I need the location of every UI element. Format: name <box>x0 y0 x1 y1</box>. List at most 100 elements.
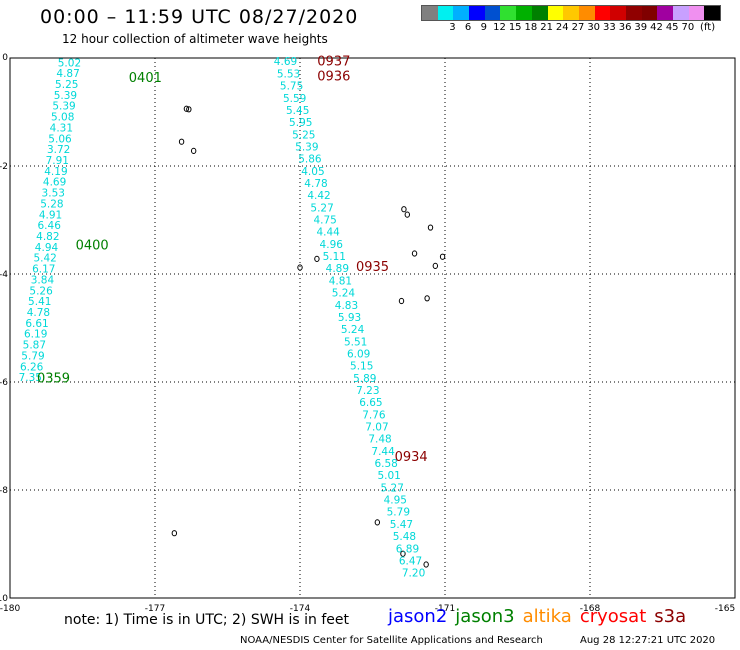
swh-value: 5.48 <box>393 531 416 543</box>
legend-swatch <box>673 6 689 20</box>
swh-value: 5.28 <box>40 198 63 210</box>
swh-value: 5.08 <box>51 112 74 124</box>
swh-value: 4.42 <box>307 190 330 202</box>
swh-value: 4.69 <box>274 56 297 68</box>
swh-value: 7.44 <box>371 446 395 458</box>
swh-value: 5.24 <box>341 324 365 336</box>
island-outline <box>404 211 410 218</box>
swh-value: 7.35 <box>19 372 42 384</box>
swh-value: 7.07 <box>365 422 388 434</box>
swh-value: 5.79 <box>21 350 44 362</box>
pass-time-label: 0937 <box>317 55 350 70</box>
swh-value: 5.42 <box>33 253 56 265</box>
swh-value: 6.58 <box>374 458 397 470</box>
satellite-name: altika <box>522 606 572 627</box>
legend-swatch <box>500 6 517 20</box>
swh-value: 3.53 <box>42 188 65 200</box>
legend-label: 33 <box>603 22 616 33</box>
swh-value: 5.15 <box>350 361 373 373</box>
swh-value: 5.53 <box>277 68 300 80</box>
swh-value: 4.69 <box>43 177 66 189</box>
swh-value: 7.91 <box>46 155 69 167</box>
map-frame <box>9 57 736 599</box>
swh-value: 5.26 <box>29 285 53 297</box>
swh-value: 6.17 <box>32 264 55 276</box>
pass-time-label: 0935 <box>356 260 389 275</box>
legend-swatch <box>453 6 470 20</box>
satellite-name: cryosat <box>579 606 647 627</box>
swh-value: 5.86 <box>298 154 322 166</box>
legend-label: 24 <box>555 22 569 33</box>
swh-value: 4.19 <box>44 166 67 178</box>
island-outline <box>439 253 446 260</box>
swh-value: 4.91 <box>39 209 62 221</box>
swh-value: 6.26 <box>20 361 44 373</box>
swh-value: 5.39 <box>54 90 77 102</box>
swh-value: 6.46 <box>38 220 62 232</box>
island-outline <box>190 147 197 154</box>
swh-value: 5.89 <box>353 373 376 385</box>
swh-value: 3.72 <box>47 144 70 156</box>
legend-label: 3 <box>449 22 456 33</box>
swh-value: 5.27 <box>381 482 404 494</box>
legend-label: 21 <box>540 22 553 33</box>
swh-value: 7.76 <box>362 409 386 421</box>
swh-value: 4.05 <box>301 166 324 178</box>
swh-value: 5.47 <box>390 519 413 531</box>
legend-swatch <box>688 6 705 20</box>
swh-value: 6.19 <box>24 329 47 341</box>
legend-color-bar <box>421 5 722 21</box>
swh-value: 6.61 <box>25 318 48 330</box>
swh-value: 5.51 <box>344 336 367 348</box>
legend-swatch <box>610 6 626 20</box>
swh-value: 5.87 <box>23 340 46 352</box>
swh-value: 3.84 <box>31 274 55 286</box>
satellite-name: jason2 <box>388 606 448 627</box>
legend-label: 15 <box>508 22 522 33</box>
swh-value: 4.87 <box>56 68 79 80</box>
x-tick-label: -168 <box>580 604 601 614</box>
swh-value: 4.83 <box>335 300 358 312</box>
swh-value: 5.25 <box>292 129 315 141</box>
legend-swatch <box>469 6 485 20</box>
swh-value: 5.27 <box>310 202 333 214</box>
legend-swatch <box>625 6 642 20</box>
legend-label: 39 <box>634 22 648 33</box>
legend-swatch <box>516 6 532 20</box>
y-tick-label: -4 <box>0 270 8 280</box>
x-tick-label: -180 <box>0 604 20 614</box>
swh-value: 5.79 <box>387 507 410 519</box>
island-outline <box>374 519 381 526</box>
legend-swatch <box>531 6 548 20</box>
pass-time-label: 0936 <box>317 69 350 84</box>
swh-value: 4.44 <box>316 227 340 239</box>
legend-label: 42 <box>650 22 663 33</box>
swh-value: 5.02 <box>58 57 81 69</box>
island-outline <box>427 224 434 231</box>
island-outline <box>314 255 320 262</box>
legend-swatch <box>563 6 579 20</box>
legend-swatch <box>657 6 673 20</box>
legend-swatch <box>594 6 611 20</box>
island-outline <box>186 106 192 113</box>
swh-value: 5.11 <box>323 251 346 263</box>
swh-value: 6.65 <box>359 397 382 409</box>
swh-value: 6.09 <box>347 348 370 360</box>
legend-swatch <box>422 6 438 20</box>
legend-label: 30 <box>587 22 601 33</box>
legend-labels: 3 6 9 12 15 18 21 24 27 30 33 36 39 42 45 70 (ft) <box>421 21 721 35</box>
legend-label: 70 <box>681 22 695 33</box>
x-tick-label: -177 <box>145 604 165 614</box>
generated-timestamp: Aug 28 12:27:21 UTC 2020 <box>580 635 716 646</box>
legend-label: 36 <box>618 22 632 33</box>
island-outline <box>424 295 430 302</box>
swh-value: 5.45 <box>286 105 309 117</box>
map-title: 00:00 – 11:59 UTC 08/27/2020 <box>40 6 359 28</box>
swh-value: 5.39 <box>295 141 318 153</box>
swh-value: 5.41 <box>28 296 51 308</box>
pass-time-label: 0400 <box>76 238 109 253</box>
swh-value: 5.95 <box>289 117 312 129</box>
swh-value: 7.23 <box>356 385 379 397</box>
legend-label: 27 <box>571 22 585 33</box>
